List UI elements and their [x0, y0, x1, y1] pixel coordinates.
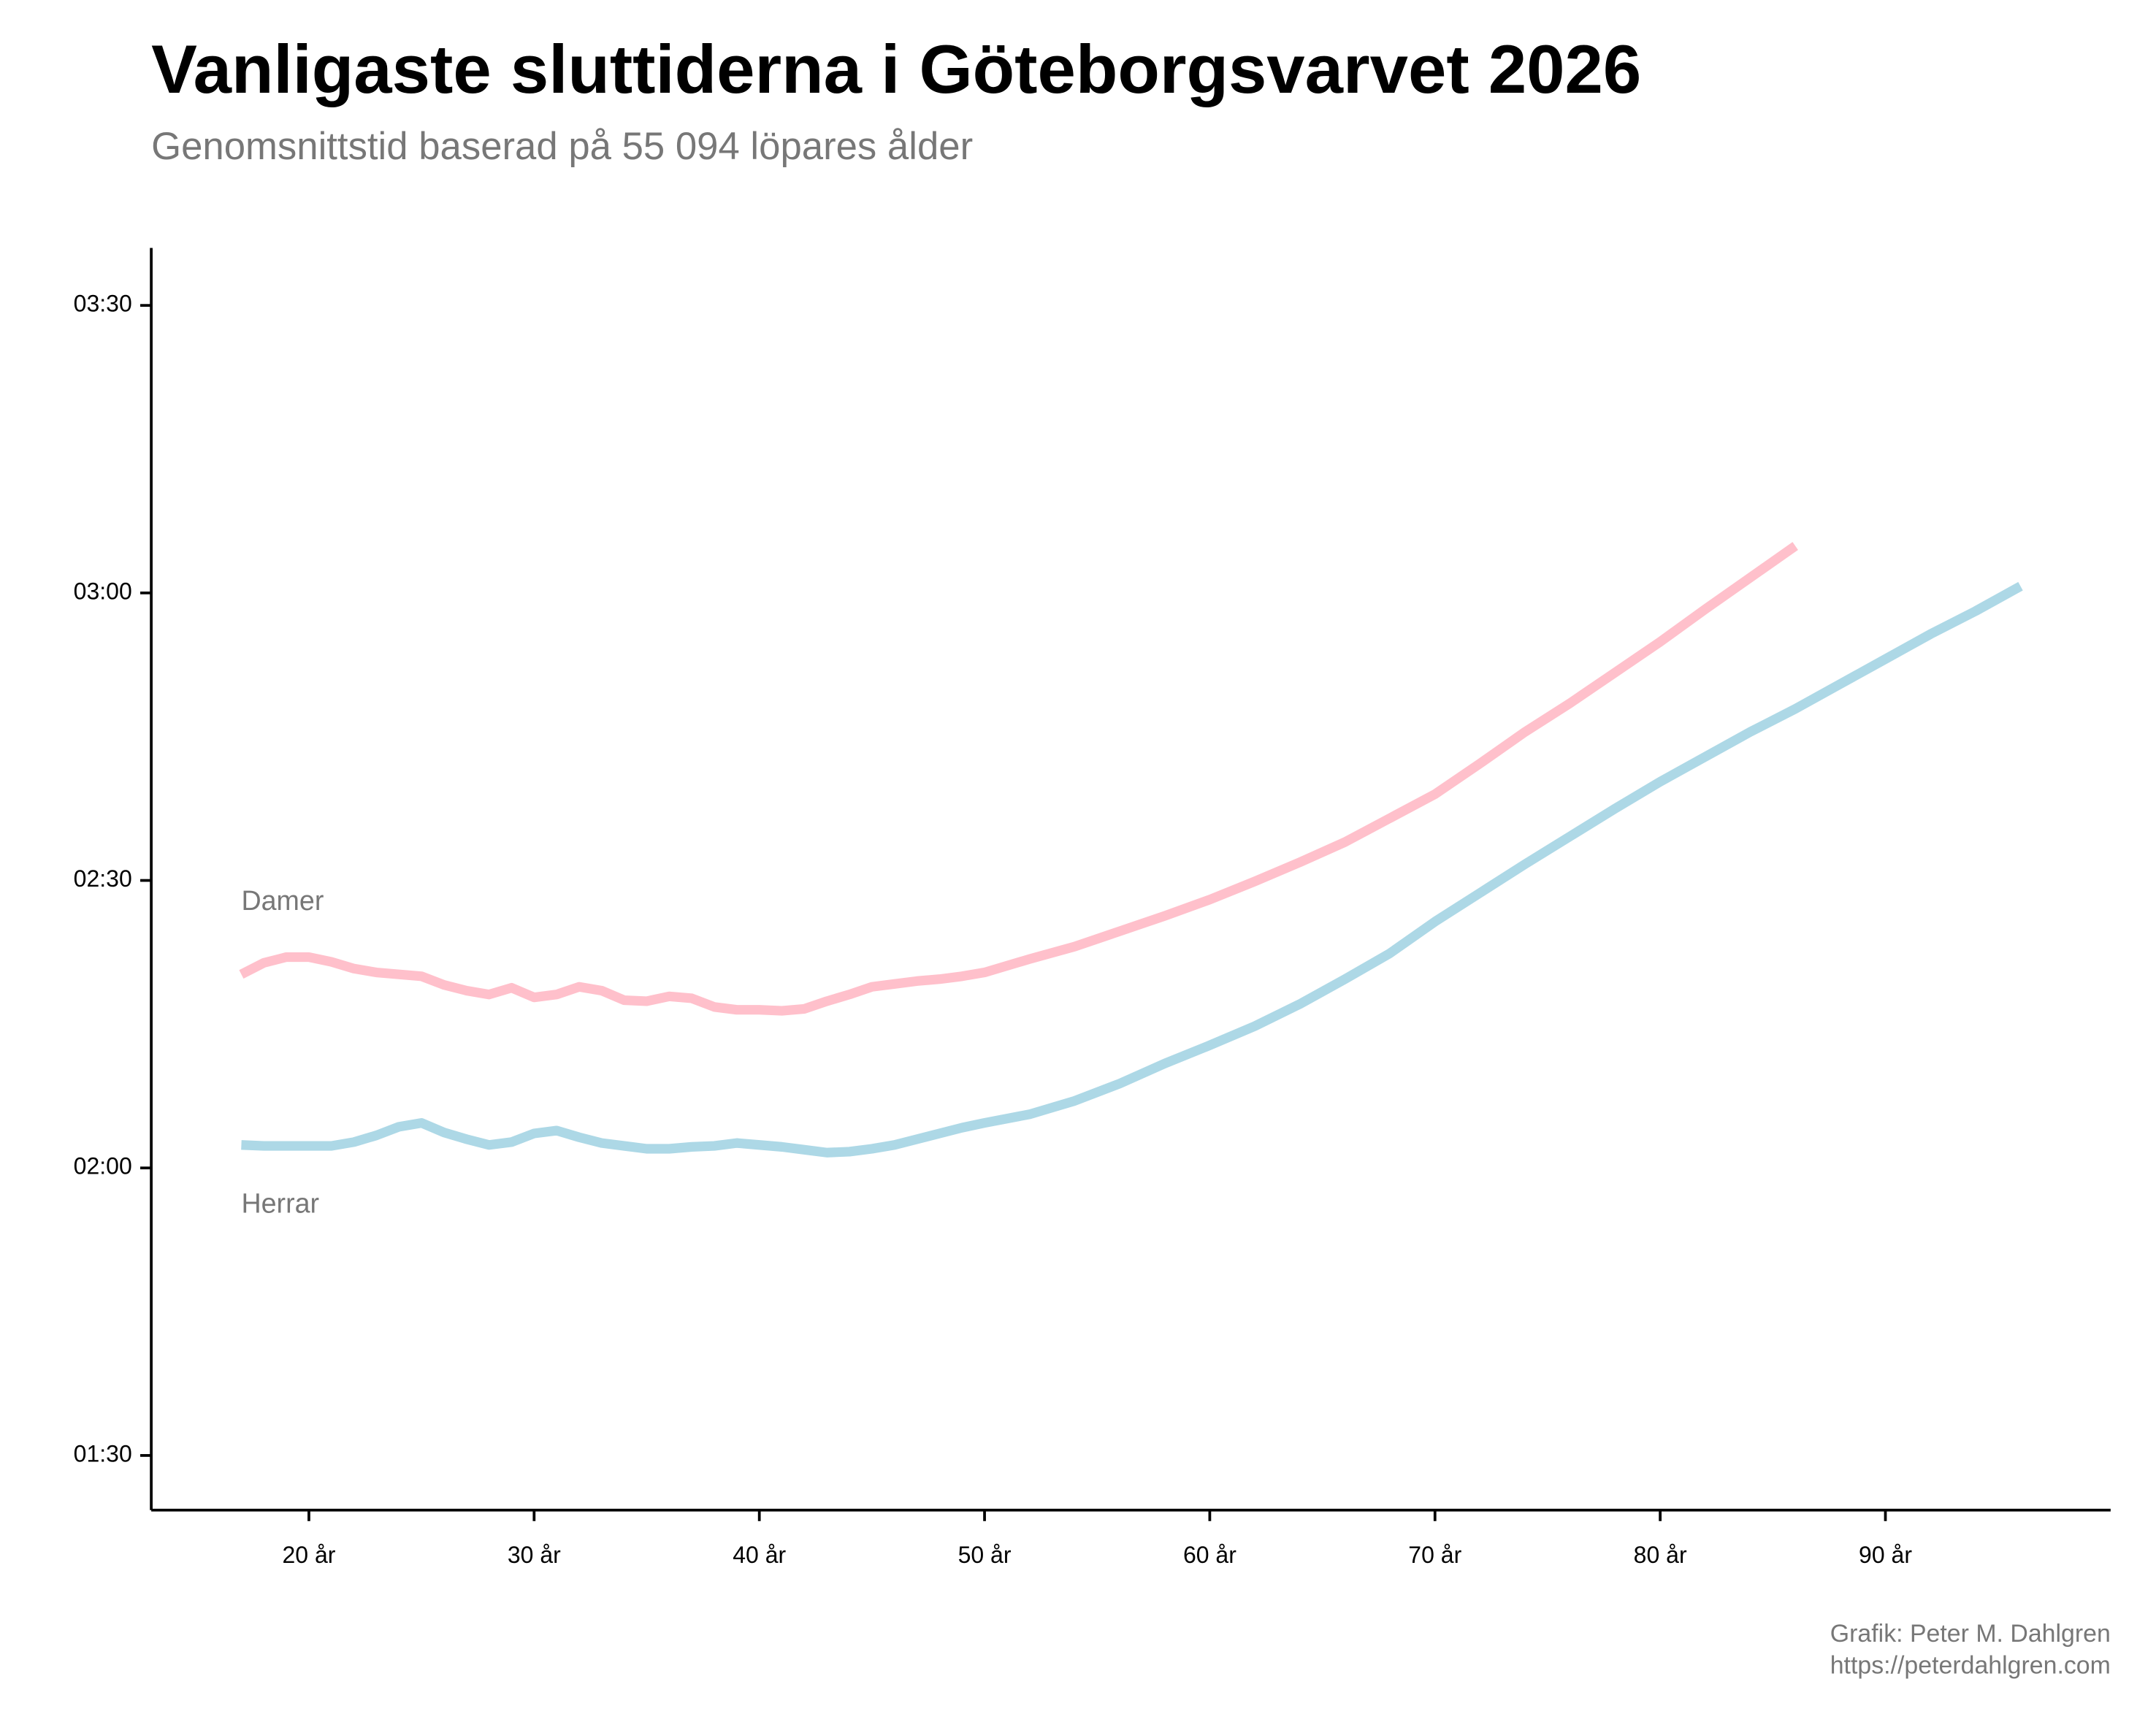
x-tick-label: 40 år	[733, 1542, 786, 1568]
y-tick-label: 03:30	[74, 291, 132, 317]
series-label: Damer	[241, 885, 324, 916]
chart-title: Vanligaste sluttiderna i Göteborgsvarvet…	[151, 31, 1641, 107]
series-label: Herrar	[241, 1188, 319, 1219]
x-tick-label: 30 år	[508, 1542, 561, 1568]
y-tick-label: 02:00	[74, 1153, 132, 1179]
x-tick-label: 70 år	[1408, 1542, 1461, 1568]
url: https://peterdahlgren.com	[1830, 1651, 2111, 1679]
credit: Grafik: Peter M. Dahlgren	[1830, 1620, 2111, 1648]
x-tick-label: 50 år	[958, 1542, 1012, 1568]
y-tick-label: 02:30	[74, 865, 132, 892]
x-tick-label: 90 år	[1859, 1542, 1912, 1568]
x-tick-label: 60 år	[1183, 1542, 1236, 1568]
series-line	[239, 542, 1798, 1016]
chart-subtitle: Genomsnittstid baserad på 55 094 löpares…	[151, 125, 973, 168]
x-tick-label: 20 år	[282, 1542, 335, 1568]
x-tick-label: 80 år	[1634, 1542, 1687, 1568]
y-tick-label: 01:30	[74, 1440, 132, 1466]
series-line	[241, 581, 2023, 1158]
y-tick-label: 03:00	[74, 578, 132, 604]
